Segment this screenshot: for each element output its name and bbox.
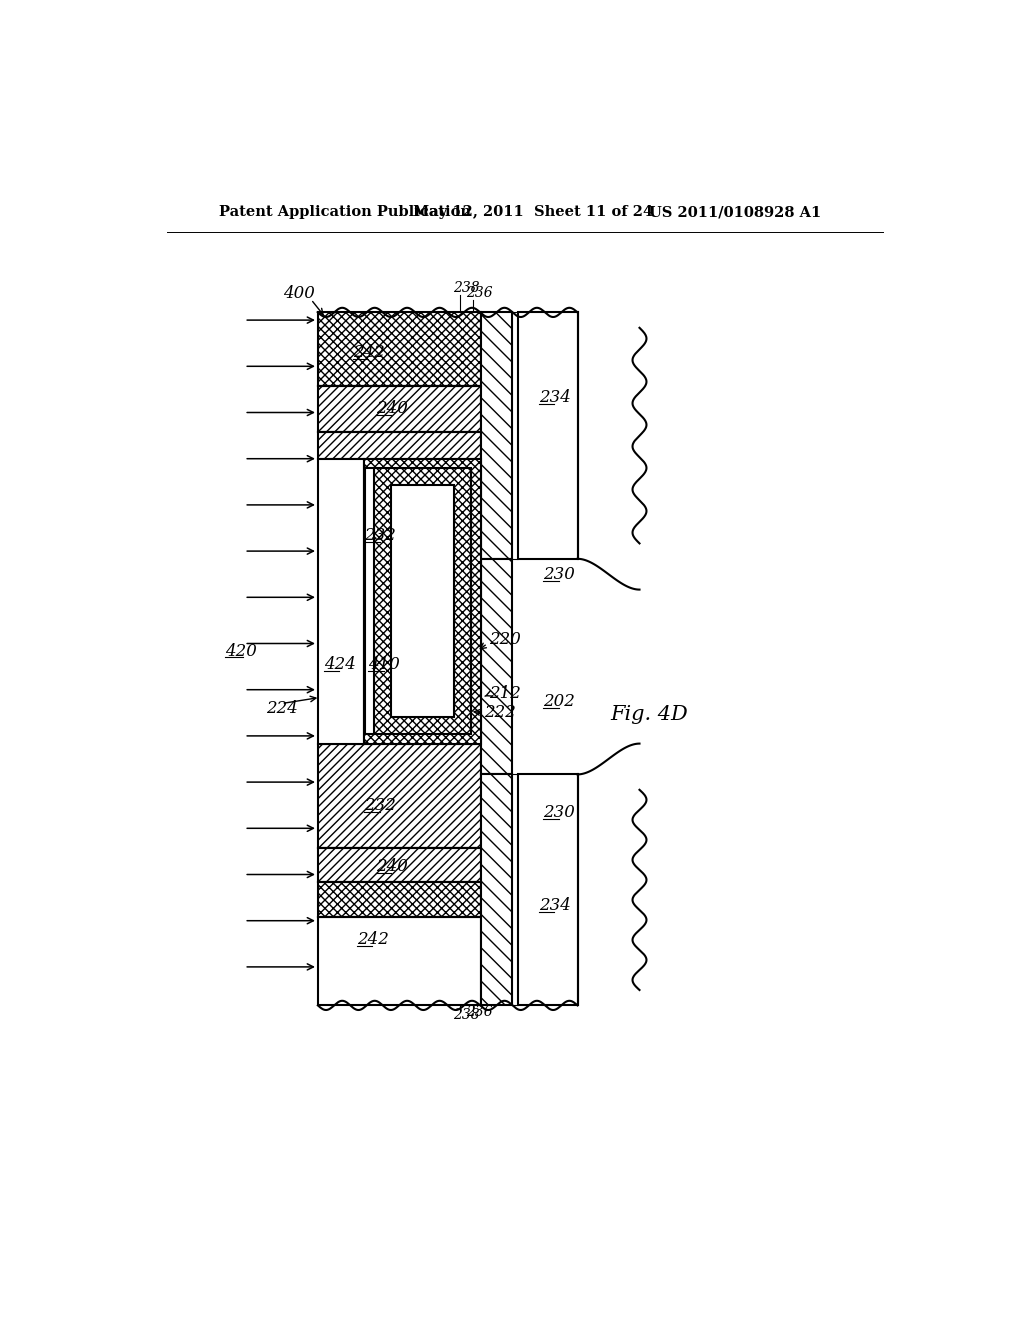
Bar xyxy=(480,313,512,558)
Text: 222: 222 xyxy=(484,705,516,721)
Text: 242: 242 xyxy=(356,932,388,949)
Bar xyxy=(317,313,480,385)
Text: May 12, 2011  Sheet 11 of 24: May 12, 2011 Sheet 11 of 24 xyxy=(414,206,653,219)
Text: 220: 220 xyxy=(489,631,521,648)
Bar xyxy=(512,775,518,1006)
Bar xyxy=(374,469,471,734)
Bar xyxy=(317,432,480,459)
Text: 212: 212 xyxy=(489,685,521,702)
Text: 238: 238 xyxy=(454,1008,480,1023)
Text: 420: 420 xyxy=(225,643,257,660)
Text: Patent Application Publication: Patent Application Publication xyxy=(219,206,471,219)
Bar xyxy=(317,743,480,847)
Text: 238: 238 xyxy=(454,281,480,294)
Bar xyxy=(317,385,480,432)
Text: 202: 202 xyxy=(544,693,575,710)
Bar xyxy=(317,847,480,882)
Bar xyxy=(317,459,365,743)
Bar xyxy=(480,558,512,775)
Text: US 2011/0108928 A1: US 2011/0108928 A1 xyxy=(649,206,821,219)
Text: 240: 240 xyxy=(376,858,408,875)
Bar xyxy=(391,484,455,718)
Bar xyxy=(365,459,480,743)
Text: 410: 410 xyxy=(369,656,400,673)
Text: 230: 230 xyxy=(544,566,575,582)
Text: 234: 234 xyxy=(539,896,570,913)
Text: 240: 240 xyxy=(376,400,408,417)
Bar xyxy=(518,313,578,558)
Bar xyxy=(518,775,578,1006)
Text: 242: 242 xyxy=(352,345,385,360)
Bar xyxy=(366,469,374,734)
Text: 236: 236 xyxy=(466,1005,493,1019)
Text: 230: 230 xyxy=(544,804,575,821)
Text: 234: 234 xyxy=(539,388,570,405)
Text: 424: 424 xyxy=(324,656,356,673)
Text: Fig. 4D: Fig. 4D xyxy=(610,705,688,725)
Text: 400: 400 xyxy=(283,285,314,302)
Bar xyxy=(317,882,480,917)
Bar xyxy=(512,313,518,558)
Text: 236: 236 xyxy=(466,286,493,300)
Bar xyxy=(480,775,512,1006)
Bar xyxy=(317,917,480,1006)
Text: 232: 232 xyxy=(365,527,396,544)
Text: 224: 224 xyxy=(266,701,298,718)
Text: 232: 232 xyxy=(365,797,396,813)
